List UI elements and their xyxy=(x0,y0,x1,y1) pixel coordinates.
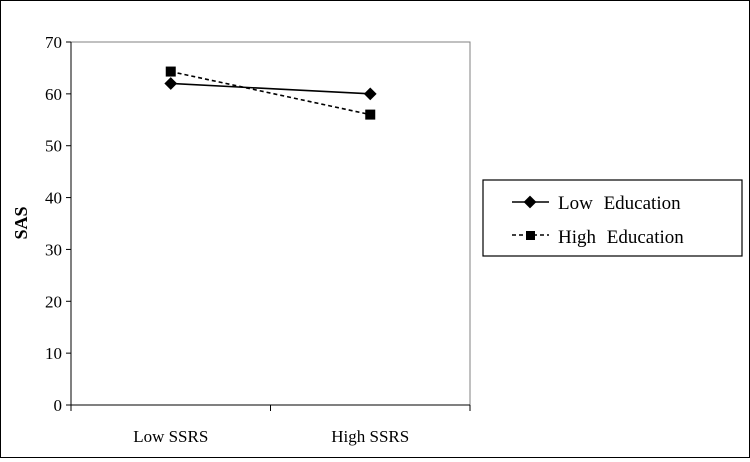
legend: Low Education High Education xyxy=(482,179,743,257)
legend-marker-high-education xyxy=(526,231,535,240)
series-line-1 xyxy=(170,70,371,116)
series-layer xyxy=(164,66,377,120)
y-axis-title: SAS xyxy=(11,206,31,239)
y-tick-label: 20 xyxy=(45,292,62,311)
y-tick-label: 10 xyxy=(45,344,62,363)
data-point-diamond xyxy=(164,77,178,90)
y-tick-label: 70 xyxy=(45,33,62,52)
y-tick-label: 0 xyxy=(54,396,63,415)
y-tick-label: 60 xyxy=(45,85,62,104)
data-point-square xyxy=(165,66,176,77)
data-point-diamond xyxy=(363,87,377,101)
data-point-square xyxy=(365,109,376,120)
y-tick-label: 30 xyxy=(45,240,62,259)
legend-label-low-education: Low Education xyxy=(558,193,681,214)
x-tick-label: High SSRS xyxy=(331,427,409,446)
x-axis: Low SSRS High SSRS xyxy=(70,404,471,446)
legend-label-high-education: High Education xyxy=(558,227,684,248)
y-tick-label: 40 xyxy=(45,189,62,208)
series-line-0 xyxy=(170,82,371,95)
y-axis: 0 10 20 30 40 50 60 70 xyxy=(45,33,72,415)
legend-box xyxy=(482,179,743,257)
x-tick-label: Low SSRS xyxy=(133,427,208,446)
y-tick-label: 50 xyxy=(45,137,62,156)
plot-area xyxy=(70,41,471,406)
